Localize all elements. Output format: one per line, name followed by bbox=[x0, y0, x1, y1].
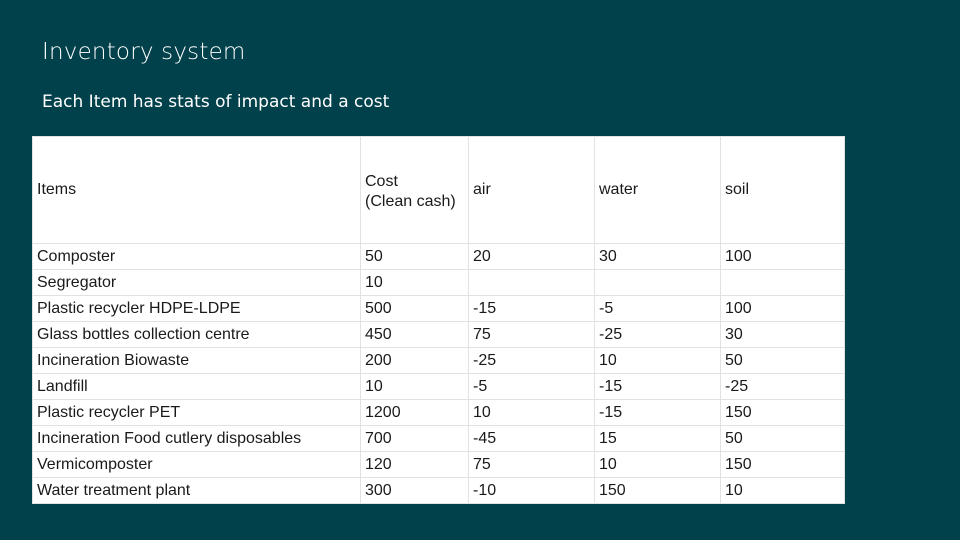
table-row: Vermicomposter 120 75 10 150 bbox=[32, 451, 845, 478]
cell-soil: 10 bbox=[720, 477, 845, 504]
cell-water: 30 bbox=[594, 243, 721, 270]
header-items: Items bbox=[32, 136, 361, 244]
cell-item: Landfill bbox=[32, 373, 361, 400]
slide-title: Inventory system bbox=[42, 39, 246, 65]
cell-water: 150 bbox=[594, 477, 721, 504]
cell-item: Plastic recycler PET bbox=[32, 399, 361, 426]
cell-water: 10 bbox=[594, 451, 721, 478]
cell-air: -15 bbox=[468, 295, 595, 322]
table-row: Incineration Food cutlery disposables 70… bbox=[32, 425, 845, 452]
cell-water: -15 bbox=[594, 373, 721, 400]
cell-cost: 10 bbox=[360, 269, 469, 296]
cell-air: 10 bbox=[468, 399, 595, 426]
cell-cost: 120 bbox=[360, 451, 469, 478]
header-soil: soil bbox=[720, 136, 845, 244]
cell-soil: 50 bbox=[720, 425, 845, 452]
cell-cost: 10 bbox=[360, 373, 469, 400]
cell-water: 15 bbox=[594, 425, 721, 452]
cell-item: Plastic recycler HDPE-LDPE bbox=[32, 295, 361, 322]
cell-air: 75 bbox=[468, 321, 595, 348]
cell-soil bbox=[720, 269, 845, 296]
cell-soil: 30 bbox=[720, 321, 845, 348]
cell-cost: 300 bbox=[360, 477, 469, 504]
header-air: air bbox=[468, 136, 595, 244]
cell-cost: 450 bbox=[360, 321, 469, 348]
cell-air bbox=[468, 269, 595, 296]
table-body: Composter 50 20 30 100 Segregator 10 Pla… bbox=[32, 243, 845, 504]
cell-soil: 150 bbox=[720, 451, 845, 478]
slide-subtitle: Each Item has stats of impact and a cost bbox=[42, 92, 390, 112]
table-header-row: Items Cost (Clean cash) air water soil bbox=[32, 136, 845, 244]
cell-water: 10 bbox=[594, 347, 721, 374]
cell-cost: 200 bbox=[360, 347, 469, 374]
table-row: Segregator 10 bbox=[32, 269, 845, 296]
cell-air: -25 bbox=[468, 347, 595, 374]
cell-soil: 100 bbox=[720, 295, 845, 322]
cell-water: -5 bbox=[594, 295, 721, 322]
table-row: Incineration Biowaste 200 -25 10 50 bbox=[32, 347, 845, 374]
cell-air: 75 bbox=[468, 451, 595, 478]
cell-cost: 500 bbox=[360, 295, 469, 322]
cell-water bbox=[594, 269, 721, 296]
inventory-table-container: Items Cost (Clean cash) air water soil C… bbox=[32, 136, 845, 504]
cell-item: Glass bottles collection centre bbox=[32, 321, 361, 348]
table-row: Landfill 10 -5 -15 -25 bbox=[32, 373, 845, 400]
table-row: Plastic recycler HDPE-LDPE 500 -15 -5 10… bbox=[32, 295, 845, 322]
cell-air: -45 bbox=[468, 425, 595, 452]
table-row: Composter 50 20 30 100 bbox=[32, 243, 845, 270]
cell-soil: 150 bbox=[720, 399, 845, 426]
cell-soil: 100 bbox=[720, 243, 845, 270]
cell-air: -5 bbox=[468, 373, 595, 400]
cell-water: -25 bbox=[594, 321, 721, 348]
cell-item: Vermicomposter bbox=[32, 451, 361, 478]
table-row: Plastic recycler PET 1200 10 -15 150 bbox=[32, 399, 845, 426]
cell-air: 20 bbox=[468, 243, 595, 270]
header-cost-line2: (Clean cash) bbox=[365, 192, 456, 210]
cell-item: Incineration Food cutlery disposables bbox=[32, 425, 361, 452]
header-cost-line1: Cost bbox=[365, 172, 398, 190]
cell-cost: 50 bbox=[360, 243, 469, 270]
table-row: Glass bottles collection centre 450 75 -… bbox=[32, 321, 845, 348]
cell-soil: 50 bbox=[720, 347, 845, 374]
inventory-table: Items Cost (Clean cash) air water soil C… bbox=[32, 136, 845, 504]
cell-item: Segregator bbox=[32, 269, 361, 296]
cell-air: -10 bbox=[468, 477, 595, 504]
header-cost: Cost (Clean cash) bbox=[360, 136, 469, 244]
table-row: Water treatment plant 300 -10 150 10 bbox=[32, 477, 845, 504]
cell-cost: 1200 bbox=[360, 399, 469, 426]
cell-cost: 700 bbox=[360, 425, 469, 452]
cell-item: Incineration Biowaste bbox=[32, 347, 361, 374]
header-water: water bbox=[594, 136, 721, 244]
cell-water: -15 bbox=[594, 399, 721, 426]
cell-soil: -25 bbox=[720, 373, 845, 400]
cell-item: Water treatment plant bbox=[32, 477, 361, 504]
cell-item: Composter bbox=[32, 243, 361, 270]
